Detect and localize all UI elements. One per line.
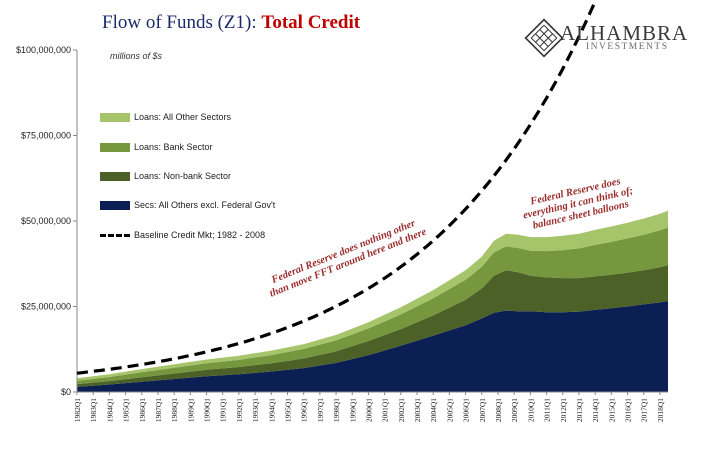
legend-label-non-bank-sector: Loans: Non-bank Sector bbox=[134, 171, 232, 181]
legend-swatch-all-other-sectors bbox=[100, 112, 130, 122]
legend-swatch-bank-sector bbox=[100, 142, 130, 152]
x-tick-label: 2003Q1 bbox=[413, 398, 422, 422]
x-tick-label: 1983Q1 bbox=[89, 398, 98, 422]
x-tick-label: 2004Q1 bbox=[429, 398, 438, 422]
baseline-line bbox=[76, 0, 598, 375]
legend-swatch-non-bank-sector bbox=[100, 171, 130, 181]
baseline-credit-line bbox=[76, 0, 598, 375]
x-tick-label: 1994Q1 bbox=[267, 398, 276, 422]
stacked-areas bbox=[77, 210, 668, 392]
x-tick-label: 1999Q1 bbox=[348, 398, 357, 422]
x-tick-label: 2011Q1 bbox=[543, 398, 552, 422]
x-tick-label: 2013Q1 bbox=[575, 398, 584, 422]
area-secs-excl-fed bbox=[77, 301, 668, 392]
x-tick-label: 1998Q1 bbox=[332, 398, 341, 422]
x-tick-label: 1988Q1 bbox=[170, 398, 179, 422]
x-tick-label: 2005Q1 bbox=[445, 398, 454, 422]
x-tick-label: 2016Q1 bbox=[624, 398, 633, 422]
y-tick-label: $0 bbox=[61, 387, 71, 397]
legend-item-non-bank-sector: Loans: Non-bank Sector bbox=[100, 171, 231, 181]
y-tick-label: $25,000,000 bbox=[21, 302, 71, 312]
x-tick-label: 1985Q1 bbox=[122, 398, 131, 422]
area-all-other-sectors bbox=[77, 210, 668, 381]
x-axis-ticks: 1982Q1 1983Q1 1984Q1 1985Q1 1986Q1 1987Q1 1988… bbox=[73, 392, 665, 422]
x-tick-label: 1989Q1 bbox=[186, 398, 195, 422]
x-tick-label: 1984Q1 bbox=[105, 398, 114, 422]
x-tick-label: 1992Q1 bbox=[235, 398, 244, 422]
legend-item-all-other-sectors: Loans: All Other Sectors bbox=[100, 112, 231, 122]
y-axis-ticks: $0 $25,000,000 $50,000,000 $75,000,000 $100,… bbox=[16, 45, 77, 397]
legend-label-baseline: Baseline Credit Mkt; 1982 - 2008 bbox=[134, 230, 266, 240]
legend-item-baseline: Baseline Credit Mkt; 1982 - 2008 bbox=[100, 230, 265, 240]
x-tick-label: 2018Q1 bbox=[656, 398, 665, 422]
legend-dash-baseline bbox=[100, 233, 130, 237]
legend-item-bank-sector: Loans: Bank Sector bbox=[100, 142, 213, 152]
x-tick-label: 2002Q1 bbox=[397, 398, 406, 422]
logo-subtitle: INVESTMENTS bbox=[586, 42, 669, 52]
area-bank-sector bbox=[77, 227, 668, 385]
x-tick-label: 2014Q1 bbox=[591, 398, 600, 422]
x-tick-label: 1997Q1 bbox=[316, 398, 325, 422]
x-tick-label: 1987Q1 bbox=[154, 398, 163, 422]
x-tick-label: 1990Q1 bbox=[203, 398, 212, 422]
legend-label-all-other-sectors: Loans: All Other Sectors bbox=[134, 112, 232, 122]
y-tick-label: $50,000,000 bbox=[21, 216, 71, 226]
title-main: Flow of Funds (Z1): bbox=[102, 12, 262, 33]
x-tick-label: 1982Q1 bbox=[73, 398, 82, 422]
logo-name: ALHAMBRA bbox=[560, 21, 689, 45]
x-tick-label: 2006Q1 bbox=[462, 398, 471, 422]
y-tick-label: $100,000,000 bbox=[16, 45, 71, 55]
units-label: millions of $s bbox=[110, 51, 163, 61]
page-title: Flow of Funds (Z1): Total Credit bbox=[102, 12, 360, 34]
x-tick-label: 2000Q1 bbox=[364, 398, 373, 422]
x-tick-label: 2009Q1 bbox=[510, 398, 519, 422]
title-accent: Total Credit bbox=[261, 12, 361, 33]
x-tick-label: 1995Q1 bbox=[283, 398, 292, 422]
x-tick-label: 2008Q1 bbox=[494, 398, 503, 422]
x-tick-label: 2012Q1 bbox=[559, 398, 568, 422]
x-tick-label: 1986Q1 bbox=[138, 398, 147, 422]
alhambra-logo-mark bbox=[524, 18, 564, 58]
legend-label-bank-sector: Loans: Bank Sector bbox=[134, 142, 213, 152]
x-tick-label: 1996Q1 bbox=[300, 398, 309, 422]
x-tick-label: 2017Q1 bbox=[640, 398, 649, 422]
legend-swatch-secs-excl-fed bbox=[100, 200, 130, 210]
legend-label-secs-excl-fed: Secs: All Others excl. Federal Gov't bbox=[134, 200, 276, 210]
x-tick-label: 1993Q1 bbox=[251, 398, 260, 422]
area-non-bank-sector bbox=[77, 265, 668, 387]
x-tick-label: 2007Q1 bbox=[478, 398, 487, 422]
y-tick-label: $75,000,000 bbox=[21, 131, 71, 141]
x-tick-label: 2001Q1 bbox=[381, 398, 390, 422]
x-tick-label: 2015Q1 bbox=[607, 398, 616, 422]
x-tick-label: 2010Q1 bbox=[526, 398, 535, 422]
legend-item-secs-excl-fed: Secs: All Others excl. Federal Gov't bbox=[100, 200, 275, 210]
x-tick-label: 1991Q1 bbox=[219, 398, 228, 422]
